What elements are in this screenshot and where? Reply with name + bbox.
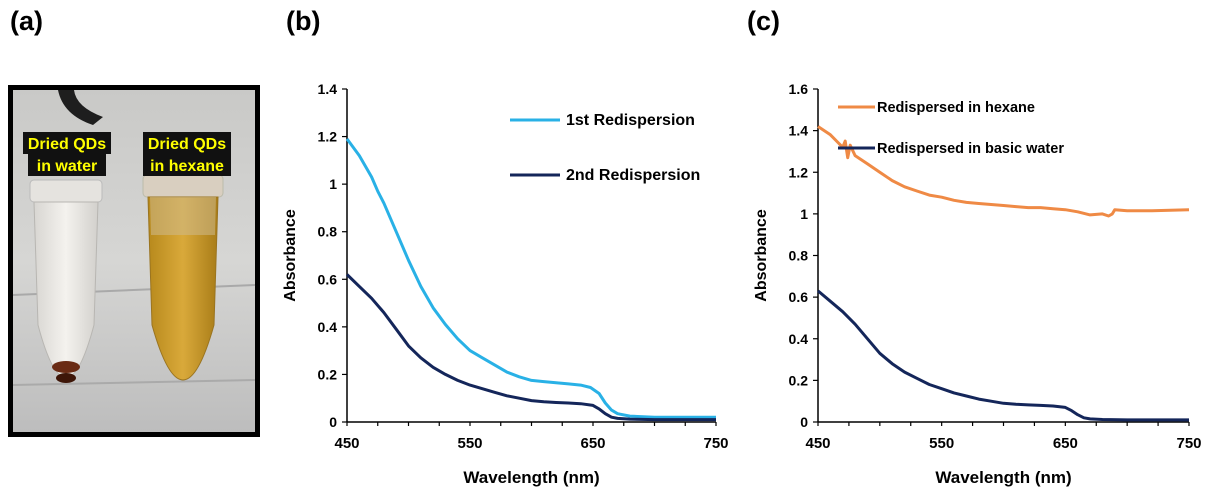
chart-c-y-tick-label: 1.6 xyxy=(789,81,809,97)
chart-b-y-tick-label: 1 xyxy=(329,176,337,192)
chart-b-x-tick-label: 550 xyxy=(457,435,482,452)
chart-c-y-tick-label: 0.8 xyxy=(789,248,809,264)
chart-b-y-tick-label: 0 xyxy=(329,414,337,430)
panel-label-a: (a) xyxy=(10,6,43,36)
chart-b-y-tick-label: 1.4 xyxy=(318,81,338,97)
chart-b-y-tick-label: 0.4 xyxy=(318,319,338,335)
chart-b-x-tick-label: 450 xyxy=(334,435,359,452)
chart-c-y-tick-label: 0.4 xyxy=(789,331,809,347)
chart-c-y-tick-label: 1 xyxy=(800,206,808,222)
chart-b-y-tick-label: 0.6 xyxy=(318,271,338,287)
chart-c-series-line-1 xyxy=(817,125,1190,218)
chart-b-x-tick-label: 650 xyxy=(580,435,605,452)
chart-c-x-tick-label: 750 xyxy=(1176,435,1201,452)
chart-c-y-tick-label: 1.2 xyxy=(789,164,809,180)
chart-c-x-tick-label: 650 xyxy=(1053,435,1078,452)
chart-b-y-axis-label: Absorbance xyxy=(282,209,299,302)
chart-c-legend-label-2: Redispersed in basic water xyxy=(877,141,1064,157)
chart-c-x-axis-label: Wavelength (nm) xyxy=(935,468,1071,487)
chart-b-y-tick-label: 0.2 xyxy=(318,366,338,382)
chart-b-x-tick-label: 750 xyxy=(703,435,728,452)
chart-b-series-line-1 xyxy=(345,138,716,419)
chart-b-plot: 0 0.2 0.4 0.6 0.8 1 1.2 1.4 450 550 650 750 Waveleng… xyxy=(282,81,729,487)
chart-c-x-tick-label: 450 xyxy=(805,435,830,452)
right-tube-label-2: in hexane xyxy=(150,158,224,175)
chart-b-y-tick-label: 0.8 xyxy=(318,224,338,240)
chart-c-y-axis-label: Absorbance xyxy=(753,209,770,302)
left-tube-label-1: Dried QDs xyxy=(28,136,106,153)
chart-c-y-tick-label: 0.6 xyxy=(789,289,809,305)
right-tube-label-1: Dried QDs xyxy=(148,136,226,153)
chart-c-y-tick-label: 0 xyxy=(800,414,808,430)
water-tube xyxy=(29,179,103,383)
chart-c-plot: 0 0.2 0.4 0.6 0.8 1 1.2 1.4 1.6 450 550 650 750 Wavel… xyxy=(753,81,1202,487)
chart-c-y-tick-label: 1.4 xyxy=(789,123,809,139)
chart-b-legend-label-2: 2nd Redispersion xyxy=(566,167,700,184)
sample-photo: Dried QDs in water Dried QDs in hexane xyxy=(8,85,260,437)
chart-b-x-axis-label: Wavelength (nm) xyxy=(463,468,599,487)
chart-c-x-tick-label: 550 xyxy=(929,435,954,452)
chart-c-y-tick-label: 0.2 xyxy=(789,372,809,388)
left-tube-label-2: in water xyxy=(37,158,97,175)
chart-c-series-line-2 xyxy=(817,289,1189,422)
chart-b-series-line-2 xyxy=(345,273,716,422)
panel-label-b: (b) xyxy=(286,6,321,36)
hexane-tube xyxy=(142,174,224,381)
chart-b-legend-label-1: 1st Redispersion xyxy=(566,112,695,129)
chart-c-legend-label-1: Redispersed in hexane xyxy=(877,100,1035,116)
panel-label-c: (c) xyxy=(747,6,780,36)
chart-b-y-tick-label: 1.2 xyxy=(318,129,338,145)
